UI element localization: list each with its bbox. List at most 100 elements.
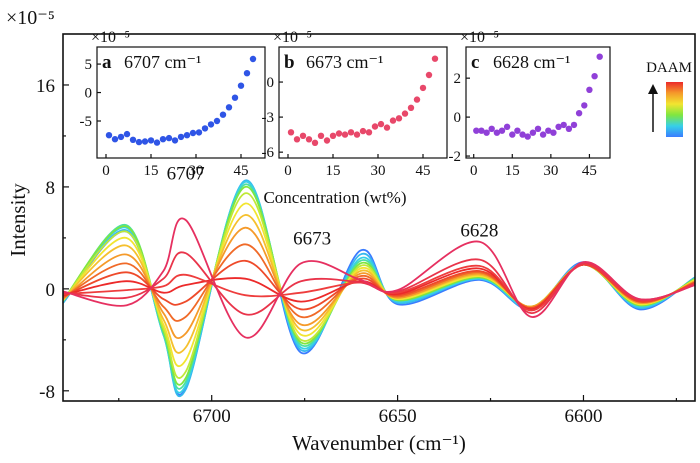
inset-a: ×10⁻⁵ a 6707 cm⁻¹ -5 0 5 0 15 30 45 [80, 29, 266, 179]
inset-a-point-12 [171, 137, 179, 144]
inset-c-point-8 [509, 131, 516, 138]
colorbar-arrow-head [648, 84, 658, 94]
inset-b-multiplier: ×10⁻⁵ [273, 29, 312, 46]
inset-a-point-1 [105, 132, 113, 139]
inset-b-point-24 [425, 71, 433, 79]
peak-label-6628: 6628 [460, 221, 498, 242]
inset-c-point-12 [529, 129, 537, 136]
inset-a-x-tick-label-4: 45 [234, 163, 249, 179]
inset-b-point-7 [323, 137, 331, 144]
inset-a-panel-letter: a [102, 52, 112, 73]
inset-c-point-15 [545, 127, 552, 134]
inset-c-label: 6628 cm⁻¹ [493, 52, 570, 72]
inset-c-point-5 [493, 129, 501, 136]
inset-b-frame [278, 46, 448, 159]
inset-c-x-tick-label-4: 45 [582, 163, 597, 179]
main-axis-ticks: 6700 6650 6600 -8 0 8 16 [36, 76, 678, 427]
inset-c-x-tick-label-1: 0 [470, 163, 478, 179]
inset-a-label: 6707 cm⁻¹ [124, 52, 201, 72]
inset-a-point-13 [177, 133, 185, 141]
inset-b: ×10⁻⁵ b 6673 cm⁻¹ -6 -3 0 0 15 30 45 [262, 29, 448, 179]
inset-a-y-tick-label-3: 5 [85, 57, 93, 73]
inset-a-point-6 [135, 138, 143, 146]
peak-label-6673: 6673 [293, 228, 331, 249]
y-tick-label-3: 8 [46, 178, 56, 199]
inset-c-point-21 [575, 110, 583, 117]
inset-c-point-25 [596, 53, 603, 60]
inset-a-point-7 [141, 138, 149, 145]
inset-b-y-tick-label-2: -3 [262, 110, 275, 126]
inset-x-axis-label: Concentration (wt%) [263, 188, 406, 207]
inset-c-point-20 [570, 121, 578, 129]
inset-c-point-3 [483, 129, 490, 136]
inset-a-multiplier: ×10⁻⁵ [91, 29, 130, 46]
inset-a-x-tick-label-3: 30 [189, 163, 204, 179]
y-axis-label: Intensity [6, 183, 30, 257]
inset-b-y-tick-label-3: 0 [267, 75, 275, 91]
inset-b-point-17 [383, 124, 391, 131]
inset-b-point-4 [305, 136, 313, 143]
inset-a-point-15 [189, 129, 197, 137]
inset-c-point-10 [519, 131, 526, 138]
inset-b-point-2 [293, 136, 301, 143]
inset-c-point-24 [591, 73, 598, 80]
peak-labels: 6707 6673 6628 [167, 163, 499, 249]
insets: ×10⁻⁵ a 6707 cm⁻¹ -5 0 5 0 15 30 45 ×10⁻⁵ b 6673 cm⁻… [80, 29, 611, 179]
inset-b-x-tick-label-3: 30 [371, 163, 386, 179]
inset-c-point-11 [524, 133, 531, 140]
inset-c-point-2 [478, 127, 485, 134]
inset-c-point-13 [534, 125, 542, 132]
inset-b-point-9 [335, 130, 343, 137]
inset-c-point-23 [586, 86, 593, 94]
inset-b-point-23 [419, 84, 427, 92]
inset-c-y-tick-label-1: -2 [449, 149, 462, 165]
inset-c-point-14 [539, 131, 547, 138]
y-tick-label-2: 0 [46, 280, 56, 301]
inset-c: ×10⁻⁵ c 6628 cm⁻¹ -2 0 2 0 15 30 45 [449, 29, 611, 179]
inset-c-point-9 [514, 127, 521, 134]
inset-c-x-tick-label-2: 15 [505, 163, 520, 179]
inset-b-point-21 [407, 104, 415, 112]
inset-a-y-tick-label-1: -5 [80, 114, 93, 130]
inset-c-x-tick-label-3: 30 [543, 163, 558, 179]
inset-a-point-24 [243, 70, 251, 77]
inset-b-point-25 [431, 55, 439, 62]
inset-c-point-1 [473, 127, 480, 134]
inset-a-point-4 [123, 130, 131, 138]
inset-b-panel-letter: b [284, 52, 295, 73]
inset-a-point-14 [183, 132, 191, 139]
colorbar-gradient [666, 82, 683, 137]
inset-b-x-tick-label-2: 15 [326, 163, 341, 179]
inset-b-point-3 [299, 132, 307, 139]
inset-b-point-10 [341, 131, 349, 138]
main-multiplier: ×10⁻⁵ [6, 7, 55, 29]
main-plot-frame [62, 33, 696, 402]
colorbar-label: DAAM [646, 60, 692, 76]
x-axis-label: Wavenumber (cm⁻¹) [292, 431, 466, 455]
inset-a-point-8 [147, 137, 155, 144]
inset-a-x-tick-label-1: 0 [102, 163, 110, 179]
inset-b-point-16 [377, 120, 385, 128]
inset-c-point-17 [555, 123, 562, 130]
inset-a-point-19 [213, 117, 221, 125]
y-tick-label-4: 16 [36, 76, 55, 97]
inset-c-point-22 [581, 102, 588, 109]
inset-b-point-20 [401, 110, 409, 117]
x-tick-label-3: 6600 [564, 406, 602, 427]
peak-label-6707: 6707 [167, 163, 205, 184]
inset-c-point-4 [488, 125, 495, 132]
inset-b-point-14 [365, 129, 373, 136]
inset-b-point-8 [329, 132, 337, 139]
inset-a-point-3 [117, 133, 125, 141]
inset-b-point-6 [317, 132, 325, 139]
inset-b-label: 6673 cm⁻¹ [306, 52, 383, 72]
inset-b-point-1 [287, 129, 295, 136]
inset-a-y-tick-label-2: 0 [85, 86, 93, 102]
inset-a-point-21 [225, 104, 233, 111]
inset-a-point-10 [159, 136, 167, 143]
inset-a-frame [96, 46, 266, 159]
colorbar: DAAM [646, 60, 692, 137]
inset-c-y-tick-label-2: 0 [454, 110, 462, 126]
inset-a-point-5 [129, 136, 137, 143]
